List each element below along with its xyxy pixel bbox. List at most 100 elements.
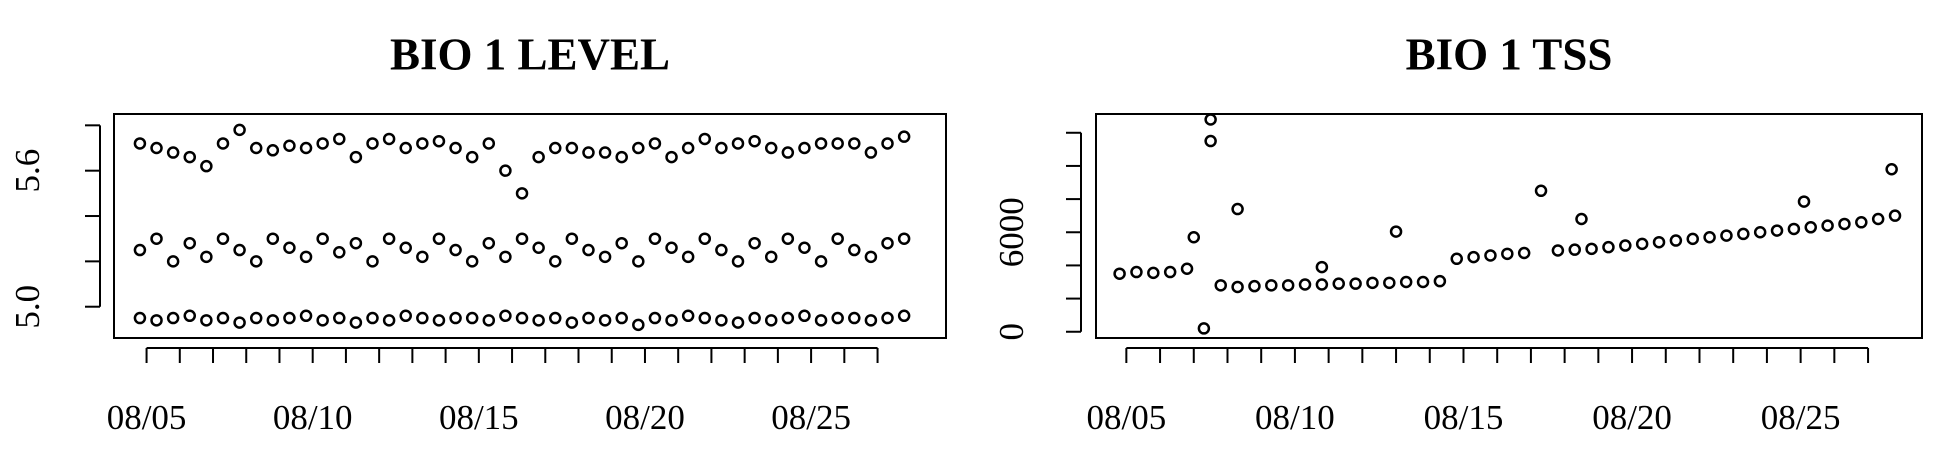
point — [1517, 246, 1531, 260]
point — [582, 243, 595, 257]
chart-title: BIO 1 LEVEL — [390, 29, 670, 79]
point — [416, 137, 429, 150]
point — [615, 236, 628, 250]
point — [266, 232, 280, 245]
point — [349, 236, 363, 250]
point — [366, 255, 379, 268]
point — [598, 146, 612, 159]
point — [681, 309, 695, 323]
point — [515, 311, 529, 325]
point — [233, 243, 246, 257]
point — [1389, 225, 1403, 238]
x-tick-label: 08/10 — [1255, 398, 1335, 437]
point — [1231, 280, 1244, 294]
point — [615, 311, 628, 325]
point — [731, 255, 745, 268]
point — [781, 146, 795, 159]
point — [200, 314, 213, 327]
point — [632, 141, 645, 155]
point — [432, 134, 446, 148]
point — [549, 141, 562, 155]
point — [1737, 227, 1750, 241]
x-tick-label: 08/05 — [1086, 398, 1166, 437]
point — [715, 141, 728, 155]
point — [482, 314, 496, 327]
point — [665, 241, 678, 255]
x-tick-label: 08/15 — [1424, 398, 1504, 437]
point — [1821, 219, 1834, 232]
point — [382, 314, 396, 327]
point — [366, 137, 379, 150]
point — [1484, 249, 1497, 262]
point — [432, 232, 446, 245]
point — [781, 232, 795, 245]
point — [632, 255, 645, 268]
point — [200, 250, 213, 264]
point — [249, 255, 263, 268]
point — [283, 139, 296, 152]
point — [814, 314, 828, 327]
point — [1416, 275, 1430, 289]
point — [632, 318, 645, 332]
point — [1204, 113, 1217, 126]
point — [299, 141, 313, 155]
point — [416, 311, 429, 325]
point — [1450, 252, 1463, 266]
point — [582, 311, 595, 325]
point — [881, 311, 894, 325]
point — [864, 250, 878, 264]
point — [598, 314, 612, 327]
x-tick-label: 08/05 — [107, 398, 187, 437]
point — [299, 250, 313, 264]
x-tick-label: 08/10 — [273, 398, 353, 437]
point — [698, 311, 712, 325]
y-tick-label: 5.6 — [8, 149, 47, 193]
point — [648, 137, 662, 150]
point — [150, 141, 163, 155]
point — [200, 159, 213, 173]
point — [382, 132, 396, 146]
point — [665, 150, 678, 164]
point — [1871, 212, 1885, 226]
point — [1265, 279, 1278, 292]
point — [1855, 216, 1868, 229]
point — [532, 150, 545, 164]
point — [382, 232, 396, 245]
chart-title: BIO 1 TSS — [1406, 29, 1613, 79]
x-tick-label: 08/25 — [1761, 398, 1841, 437]
point — [897, 309, 911, 323]
point — [1433, 274, 1447, 288]
point — [848, 137, 861, 150]
point — [283, 241, 296, 255]
point — [1619, 239, 1632, 252]
point — [1214, 279, 1227, 292]
point — [681, 250, 695, 264]
point — [1703, 230, 1716, 244]
point — [1399, 275, 1413, 289]
point — [432, 314, 446, 327]
point — [831, 137, 844, 150]
point — [1585, 242, 1598, 256]
point — [166, 146, 180, 159]
point — [864, 314, 878, 327]
point — [532, 241, 545, 255]
point — [565, 316, 579, 329]
point — [781, 311, 795, 325]
point — [349, 316, 363, 329]
point — [449, 141, 462, 155]
point — [1315, 260, 1329, 274]
point — [515, 232, 529, 245]
point — [482, 236, 496, 250]
point — [1888, 209, 1902, 222]
point — [216, 311, 230, 325]
point — [233, 316, 246, 329]
point — [1147, 266, 1160, 280]
point — [864, 146, 878, 159]
y-tick-label: 0 — [992, 323, 1031, 341]
point — [1383, 276, 1396, 290]
point — [1804, 221, 1817, 234]
point — [848, 311, 861, 325]
point — [1568, 243, 1581, 256]
point — [814, 255, 828, 268]
point — [499, 164, 512, 177]
